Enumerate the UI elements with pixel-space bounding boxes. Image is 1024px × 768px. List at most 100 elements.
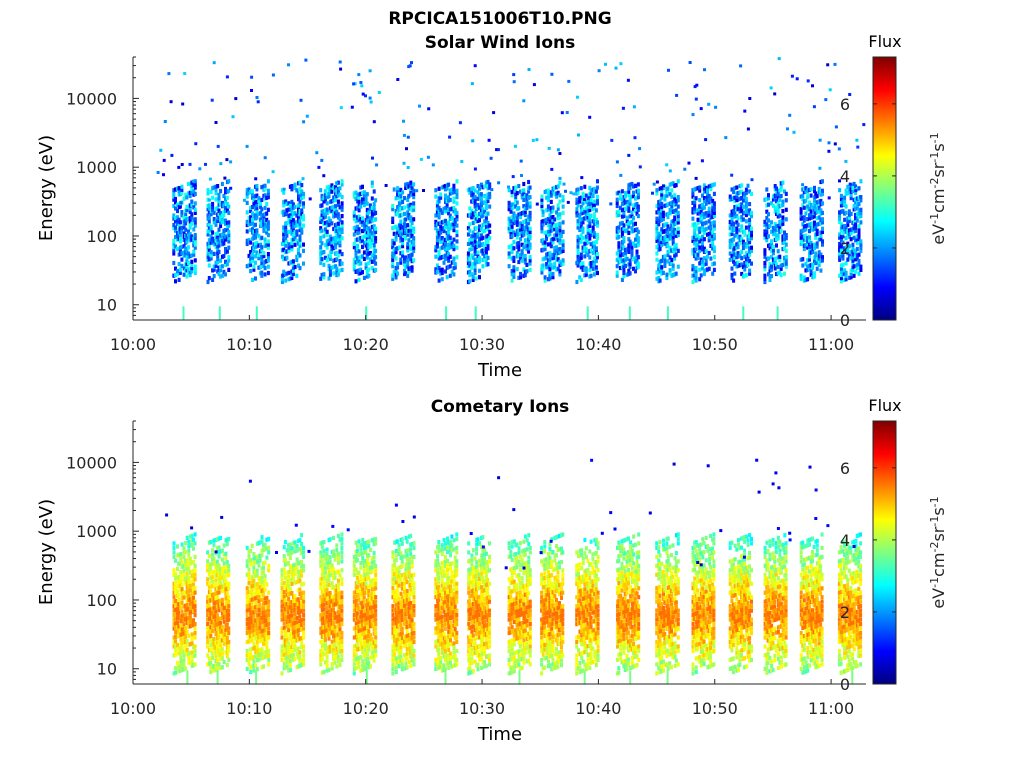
flux-cell — [215, 662, 219, 667]
flux-cell — [525, 196, 529, 201]
flux-cell — [481, 248, 485, 253]
flux-cell — [481, 223, 485, 228]
flux-cell — [266, 226, 270, 231]
flux-cell — [476, 234, 480, 239]
flux-cell — [706, 232, 709, 237]
flux-cell — [222, 570, 226, 575]
flux-cell — [177, 624, 181, 629]
flux-cell — [327, 191, 331, 196]
flux-cell — [519, 237, 523, 242]
flux-cell — [634, 185, 638, 188]
flux-cell — [586, 208, 590, 213]
flux-cell — [258, 603, 262, 608]
flux-cell — [179, 578, 183, 584]
flux-cell — [775, 224, 778, 229]
flux-cell — [808, 229, 811, 234]
flux-cell — [434, 245, 438, 250]
flux-cell — [216, 206, 220, 211]
flux-cell — [615, 226, 619, 231]
flux-cell — [280, 635, 284, 640]
flux-cell — [859, 264, 863, 269]
flux-cell — [293, 656, 297, 661]
flux-cell — [322, 580, 326, 585]
flux-cell — [192, 600, 195, 605]
flux-cell — [655, 219, 659, 224]
flux-cell — [776, 236, 780, 241]
flux-cell — [817, 186, 821, 192]
flux-cell — [245, 617, 249, 622]
flux-cell — [227, 604, 231, 609]
flux-cell — [252, 242, 256, 247]
flux-cell — [263, 218, 267, 223]
flux-cell — [224, 247, 227, 252]
flux-cell — [283, 643, 287, 648]
flux-cell — [512, 211, 516, 216]
flux-cell — [406, 197, 410, 202]
flux-cell — [709, 224, 713, 230]
flux-cell — [579, 217, 583, 222]
flux-cell — [255, 559, 259, 564]
flux-cell — [628, 261, 632, 266]
flux-cell — [336, 215, 340, 220]
flux-cell — [473, 264, 477, 269]
flux-cell — [550, 72, 554, 76]
flux-cell — [217, 237, 221, 242]
flux-cell — [517, 206, 521, 211]
flux-cell — [728, 219, 732, 224]
flux-cell — [252, 248, 256, 253]
flux-cell — [300, 230, 304, 235]
flux-cell — [486, 211, 490, 216]
flux-cell — [778, 197, 782, 202]
flux-cell — [265, 622, 269, 627]
flux-cell — [471, 186, 475, 191]
flux-cell — [632, 228, 635, 233]
flux-cell — [293, 204, 297, 209]
flux-cell — [844, 188, 848, 193]
flux-cell — [188, 273, 192, 278]
flux-cell — [394, 208, 398, 214]
flux-cell — [257, 211, 261, 216]
flux-cell — [245, 238, 249, 243]
flux-cell — [219, 214, 223, 219]
flux-cell — [730, 253, 734, 259]
flux-cell — [177, 186, 181, 191]
flux-cell — [668, 192, 672, 197]
flux-cell — [546, 198, 550, 203]
flux-cell — [406, 264, 410, 269]
flux-cell — [455, 179, 459, 184]
flux-cell — [215, 613, 219, 618]
flux-cell — [219, 258, 223, 263]
flux-cell — [846, 229, 850, 234]
flux-cell — [507, 226, 511, 231]
flux-cell — [401, 206, 405, 211]
flux-cell — [551, 227, 555, 232]
flux-cell — [295, 238, 299, 244]
flux-cell — [224, 196, 227, 201]
flux-cell — [662, 184, 665, 188]
flux-cell — [190, 641, 194, 646]
flux-cell — [694, 224, 698, 229]
flux-cell — [361, 191, 364, 196]
flux-cell — [470, 246, 474, 252]
flux-cell — [427, 107, 431, 111]
flux-cell — [217, 554, 221, 559]
flux-cell — [183, 72, 187, 75]
flux-cell — [476, 250, 480, 255]
flux-cell — [227, 595, 231, 600]
flux-cell — [192, 595, 195, 600]
flux-cell — [245, 653, 249, 658]
flux-cell — [255, 640, 259, 645]
flux-cell — [520, 252, 524, 257]
flux-cell — [821, 201, 824, 206]
flux-cell — [592, 186, 596, 192]
flux-cell — [543, 275, 547, 280]
flux-cell — [738, 196, 742, 201]
flux-cell — [287, 201, 291, 206]
flux-cell — [184, 246, 188, 251]
flux-cell — [481, 257, 485, 263]
flux-cell — [187, 254, 190, 259]
flux-cell — [185, 616, 189, 621]
flux-cell — [219, 656, 223, 661]
flux-cell — [330, 246, 334, 251]
flux-cell — [178, 220, 182, 225]
